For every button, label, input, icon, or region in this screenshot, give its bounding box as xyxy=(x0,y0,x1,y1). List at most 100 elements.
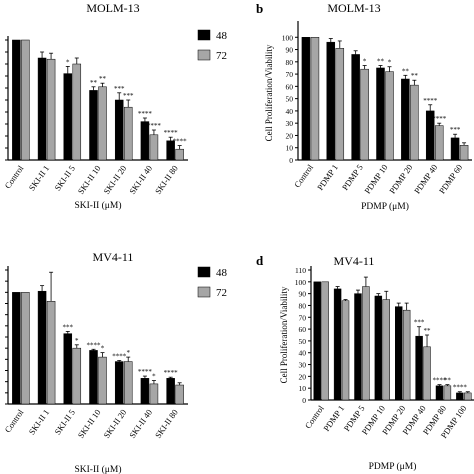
y-tick-label: 60 xyxy=(299,325,307,334)
legend-label: 48 xyxy=(216,30,228,42)
bar-series2 xyxy=(149,134,159,161)
bar-series1 xyxy=(63,333,73,405)
bar-series1 xyxy=(89,90,98,161)
y-tick-label: 70 xyxy=(299,313,307,322)
y-axis-label: Cell Proliferation/Viability xyxy=(279,286,289,383)
panel-letter: b xyxy=(256,1,263,16)
y-tick-label: 20 xyxy=(299,372,307,381)
significance-label: *** xyxy=(114,85,125,93)
y-tick-label: 10 xyxy=(299,384,307,393)
legend-swatch xyxy=(197,286,211,298)
x-tick-label: SKI-II 5 xyxy=(52,163,77,192)
significance-label: ** xyxy=(424,327,432,335)
significance-label: **** xyxy=(112,352,127,360)
bar-series2 xyxy=(382,299,390,401)
y-tick-label: 80 xyxy=(299,301,307,310)
x-tick-label: PDMP 40 xyxy=(412,162,439,195)
y-tick-label: 40 xyxy=(299,349,307,358)
chart-title: MOLM-13 xyxy=(86,1,139,15)
legend: 48 72 xyxy=(197,29,228,62)
bar-series2 xyxy=(72,347,82,405)
legend-swatch xyxy=(197,29,211,41)
bar-series2 xyxy=(72,63,82,161)
y-tick-label: 70 xyxy=(286,70,294,79)
significance-label: ** xyxy=(411,72,419,80)
bar-series2 xyxy=(98,86,107,161)
significance-label: **** xyxy=(87,341,102,349)
bar-series2 xyxy=(423,346,431,401)
bar-series2 xyxy=(123,106,133,161)
bar-series1 xyxy=(166,378,175,405)
chart-title: MV4-11 xyxy=(93,250,134,264)
y-tick-label: 40 xyxy=(286,107,294,116)
x-tick-label: Control xyxy=(2,407,25,435)
y-tick-label: 50 xyxy=(299,337,307,346)
x-tick-label: PDMP 10 xyxy=(362,162,389,195)
bar-series1 xyxy=(12,292,21,405)
x-axis-label: SKI-II (μM) xyxy=(74,464,121,474)
bar-series1 xyxy=(37,290,47,405)
y-tick-label: 110 xyxy=(295,266,306,275)
bar-series1 xyxy=(140,378,150,405)
legend-label: 72 xyxy=(216,50,227,62)
significance-label: ** xyxy=(90,79,98,87)
significance-label: * xyxy=(66,58,70,66)
significance-label: * xyxy=(363,58,367,66)
x-tick-label: Control xyxy=(2,163,25,191)
bar-series1 xyxy=(114,99,124,161)
bar-series2 xyxy=(21,292,30,405)
bar-series1 xyxy=(415,335,423,401)
bar-series2 xyxy=(149,383,159,405)
significance-label: **** xyxy=(138,110,153,118)
x-tick-label: PDMP 20 xyxy=(387,162,414,195)
significance-label: * xyxy=(388,59,392,67)
y-tick-label: 60 xyxy=(286,82,294,91)
bar-series1 xyxy=(354,293,362,401)
legend-swatch xyxy=(197,49,211,61)
significance-label: *** xyxy=(414,319,425,327)
bar-series1 xyxy=(456,392,464,401)
x-tick-label: SKI-II 20 xyxy=(101,163,128,196)
bar-series2 xyxy=(443,385,452,401)
bar-series2 xyxy=(46,301,56,405)
bar-series1 xyxy=(333,288,342,401)
x-tick-label: SKI-II 10 xyxy=(76,163,103,196)
chart-title: MOLM-13 xyxy=(327,1,380,15)
chart-title: MV4-11 xyxy=(334,254,375,268)
chart-panel-4: MV4-11 d 0 10 20 30 40 50 60 70 80 90 100 110 Cell Pro… xyxy=(256,253,474,472)
significance-label: * xyxy=(75,337,79,345)
y-tick-label: 10 xyxy=(286,144,294,153)
panel-letter: d xyxy=(256,253,264,268)
x-tick-label: PDMP 5 xyxy=(340,162,365,192)
bar-series2 xyxy=(459,145,469,161)
bar-series1 xyxy=(351,54,360,161)
significance-label: ** xyxy=(444,377,452,385)
significance-label: *** xyxy=(450,126,461,134)
bar-series2 xyxy=(410,84,419,161)
legend-label: 72 xyxy=(216,287,227,299)
x-tick-label: PDMP 1 xyxy=(315,162,340,192)
y-tick-label: 30 xyxy=(286,119,294,128)
bar-series1 xyxy=(301,37,311,161)
y-axis-label: Cell Proliferation/Viability xyxy=(264,44,274,141)
x-axis-label: PDMP (μM) xyxy=(361,201,409,212)
significance-label: **** xyxy=(138,368,153,376)
y-tick-label: 90 xyxy=(299,290,307,299)
bar-series1 xyxy=(12,39,21,161)
bar-series1 xyxy=(395,306,403,401)
significance-label: *** xyxy=(123,92,134,100)
bar-series2 xyxy=(360,68,369,161)
bar-series1 xyxy=(114,361,124,405)
bar-series2 xyxy=(310,37,320,161)
bar-series1 xyxy=(326,41,336,161)
x-axis-label: SKI-II (μM) xyxy=(74,200,121,211)
bar-series1 xyxy=(37,57,47,161)
bar-series2 xyxy=(402,309,411,401)
x-tick-label: SKI-II 1 xyxy=(27,407,52,436)
significance-label: **** xyxy=(423,97,438,105)
significance-label: * xyxy=(101,345,105,353)
x-tick-label: Control xyxy=(292,162,315,190)
bar-series2 xyxy=(362,286,370,401)
bar-series1 xyxy=(376,67,385,161)
